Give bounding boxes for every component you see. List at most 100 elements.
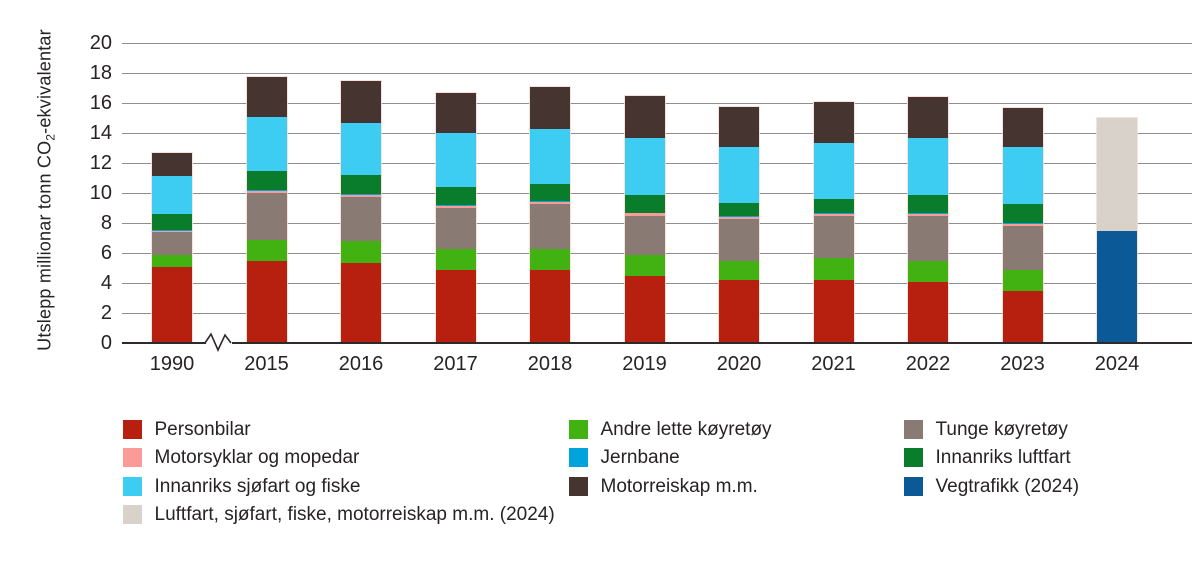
bar-segment-personbilar — [813, 280, 854, 343]
bar-segment-personbilar — [624, 276, 665, 343]
bar-segment-jernbane — [152, 229, 192, 231]
bar-segment-personbilar — [152, 266, 192, 343]
x-tick-label: 2015 — [244, 353, 289, 375]
legend-label: Innanriks sjøfart og fiske — [154, 476, 361, 497]
gridline — [122, 73, 1192, 74]
bar-segment-motorreiskap — [719, 106, 759, 148]
y-tick-label: 20 — [89, 32, 112, 54]
bar-segment-motorsyklar — [908, 214, 948, 217]
bar-segment-jernbane — [813, 213, 854, 214]
y-tick-label: 10 — [89, 182, 112, 204]
bar-2015 — [245, 75, 288, 343]
bar-segment-innanriks_sjofart — [435, 133, 476, 187]
bar-segment-innanriks_luftfart — [719, 202, 759, 217]
legend-label: Personbilar — [154, 419, 251, 440]
bar-segment-motorreiskap — [246, 76, 287, 117]
bar-segment-personbilar — [435, 270, 476, 343]
bar-segment-innanriks_sjofart — [152, 175, 192, 214]
legend-swatch-jernbane — [568, 448, 588, 467]
x-tick-label: 2023 — [1000, 353, 1045, 375]
bar-segment-personbilar — [341, 262, 381, 343]
legend-swatch-luftfart_2024 — [122, 505, 142, 524]
bar-segment-vegtrafikk_2024 — [1097, 230, 1137, 343]
bar-segment-jernbane — [246, 190, 287, 191]
legend-swatch-motorreiskap — [568, 477, 588, 496]
legend-label: Tunge køyretøy — [935, 419, 1068, 440]
bar-segment-personbilar — [908, 282, 948, 343]
legend-label: Vegtrafikk (2024) — [935, 476, 1080, 497]
bar-segment-jernbane — [341, 193, 381, 195]
bar-segment-andre_lette — [719, 261, 759, 280]
bar-segment-motorreiskap — [624, 95, 665, 138]
bar-segment-andre_lette — [530, 249, 570, 271]
bar-segment-innanriks_sjofart — [813, 142, 854, 199]
bar-segment-motorsyklar — [246, 190, 287, 193]
legend-swatch-vegtrafikk_2024 — [903, 477, 923, 496]
y-tick-label: 4 — [100, 272, 112, 294]
bar-segment-motorreiskap — [152, 152, 192, 176]
bar-segment-andre_lette — [624, 254, 665, 277]
bar-segment-motorreiskap — [530, 86, 570, 129]
legend-swatch-innanriks_sjofart — [122, 477, 142, 496]
bar-segment-motorreiskap — [908, 97, 948, 138]
bar-segment-motorsyklar — [813, 214, 854, 217]
bar-segment-andre_lette — [813, 258, 854, 280]
bar-segment-andre_lette — [152, 254, 192, 267]
bar-segment-jernbane — [624, 212, 665, 214]
legend-label: Motorsyklar og mopedar — [154, 447, 360, 468]
bar-segment-innanriks_luftfart — [246, 170, 287, 190]
bar-segment-andre_lette — [908, 261, 948, 283]
y-tick-label: 18 — [89, 62, 112, 84]
bar-segment-jernbane — [530, 201, 570, 202]
bar-segment-personbilar — [719, 280, 759, 343]
bar-segment-motorsyklar — [719, 217, 759, 220]
legend-swatch-andre_lette — [568, 420, 588, 439]
x-tick-label: 2021 — [811, 353, 856, 375]
bar-segment-innanriks_luftfart — [152, 214, 192, 230]
bar-segment-tunge — [341, 196, 381, 241]
bar-1990 — [151, 151, 193, 343]
x-tick-label: 2022 — [905, 353, 951, 375]
bar-segment-tunge — [908, 216, 948, 262]
bar-segment-motorsyklar — [530, 202, 570, 205]
bar-segment-tunge — [813, 216, 854, 259]
legend-swatch-motorsyklar — [122, 448, 142, 467]
y-axis-title-subscript: 2 — [43, 133, 58, 141]
bar-segment-innanriks_sjofart — [530, 128, 570, 184]
axis-break-icon — [204, 332, 234, 354]
bar-segment-motorreiskap — [341, 81, 381, 123]
bar-2020 — [718, 105, 760, 343]
legend-label: Luftfart, sjøfart, fiske, motorreiskap m… — [154, 504, 555, 525]
bar-segment-motorsyklar — [435, 205, 476, 208]
bar-segment-andre_lette — [1002, 269, 1043, 291]
x-tick-label: 2020 — [716, 353, 762, 375]
bar-segment-personbilar — [246, 261, 287, 343]
bar-2022 — [907, 96, 949, 343]
y-tick-label: 12 — [89, 152, 112, 174]
y-tick-label: 6 — [100, 242, 112, 264]
bar-segment-motorsyklar — [624, 213, 665, 216]
bar-segment-andre_lette — [246, 239, 287, 262]
bar-segment-tunge — [530, 204, 570, 250]
bar-segment-innanriks_luftfart — [530, 184, 570, 202]
bar-segment-motorreiskap — [813, 101, 854, 143]
bar-2023 — [1001, 106, 1044, 343]
y-axis-title: Utslepp millionar tonn CO2-ekvivalentar — [35, 29, 58, 351]
y-tick-label: 8 — [100, 212, 112, 234]
bar-segment-tunge — [246, 193, 287, 240]
legend-swatch-tunge — [903, 420, 923, 439]
bar-segment-innanriks_sjofart — [1002, 146, 1043, 205]
legend-label: Andre lette køyretøy — [600, 419, 772, 440]
bar-segment-innanriks_luftfart — [624, 194, 665, 213]
legend-label: Motorreiskap m.m. — [600, 476, 758, 497]
bar-2016 — [340, 80, 382, 343]
bar-segment-andre_lette — [341, 241, 381, 263]
bar-segment-innanriks_luftfart — [435, 187, 476, 205]
bar-segment-innanriks_sjofart — [624, 137, 665, 195]
legend-label: Innanriks luftfart — [935, 447, 1071, 468]
bar-segment-innanriks_luftfart — [1002, 204, 1043, 223]
y-tick-label: 0 — [100, 332, 112, 354]
bar-segment-personbilar — [530, 270, 570, 343]
bar-segment-motorreiskap — [1002, 107, 1043, 147]
